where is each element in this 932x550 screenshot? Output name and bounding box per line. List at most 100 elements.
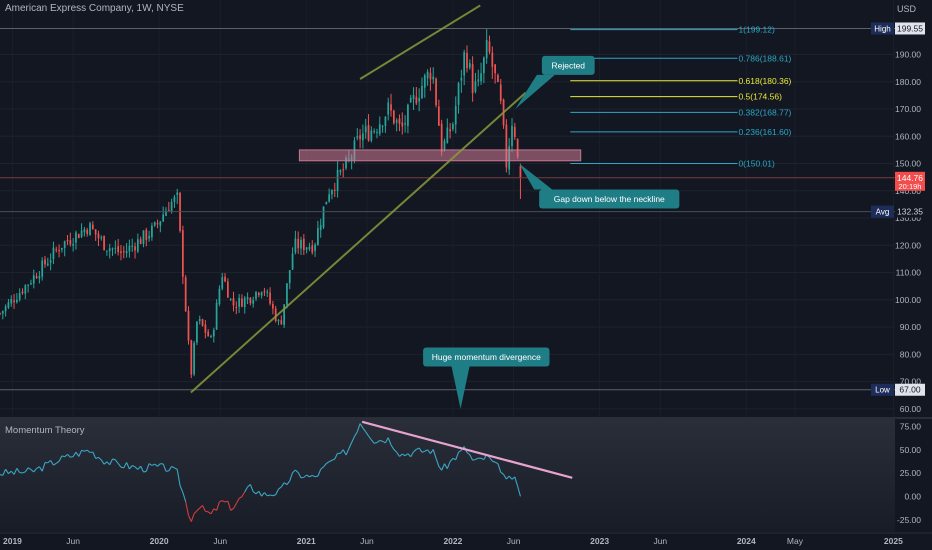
last-price-value: 144.76 xyxy=(897,173,923,183)
momentum-segment xyxy=(261,492,265,497)
momentum-segment xyxy=(511,476,516,480)
candle-body xyxy=(55,249,58,251)
candle-body xyxy=(378,124,381,134)
candle-body xyxy=(10,299,13,304)
momentum-segment xyxy=(427,449,431,454)
candle-body xyxy=(207,331,210,337)
momentum-segment xyxy=(505,475,510,480)
candle-body xyxy=(505,124,508,168)
candle-body xyxy=(485,39,488,59)
momentum-segment xyxy=(365,431,369,437)
momentum-segment xyxy=(190,513,195,522)
momentum-segment xyxy=(492,460,496,463)
callout-text: Gap down below the neckline xyxy=(554,194,665,204)
momentum-segment xyxy=(444,463,448,469)
price-axis-label: 100.00 xyxy=(895,295,921,305)
candle-body xyxy=(134,246,136,251)
candle-body xyxy=(100,237,103,239)
candle-body xyxy=(229,298,232,300)
fib-level-label: 0.5(174.56) xyxy=(738,92,782,102)
time-axis-label: Jun xyxy=(213,536,227,546)
candle-body xyxy=(288,270,291,284)
price-axis-label: 110.00 xyxy=(896,268,922,278)
candle-body xyxy=(103,236,105,251)
momentum-segment xyxy=(205,510,209,513)
candle-body xyxy=(212,329,215,337)
candle-body xyxy=(401,122,404,127)
momentum-segment xyxy=(241,491,246,497)
momentum-segment xyxy=(174,467,178,470)
candle-body xyxy=(460,77,463,81)
price-axis-label: 190.00 xyxy=(895,50,921,60)
candle-body xyxy=(260,292,263,296)
momentum-segment xyxy=(494,461,499,465)
momentum-segment xyxy=(165,470,169,472)
momentum-segment xyxy=(16,468,21,473)
candle-body xyxy=(21,291,24,294)
momentum-segment xyxy=(154,463,158,467)
momentum-segment xyxy=(247,484,251,488)
candle-body xyxy=(77,234,80,239)
momentum-segment xyxy=(196,507,201,512)
candle-body xyxy=(75,232,77,243)
candle-body xyxy=(170,201,173,212)
momentum-segment xyxy=(106,461,111,466)
candle-body xyxy=(24,285,27,294)
candle-body xyxy=(364,126,367,133)
fib-level-label: 1(199.12) xyxy=(738,25,775,35)
candle-body xyxy=(249,297,252,304)
candle-body xyxy=(187,310,190,341)
momentum-segment xyxy=(402,453,406,457)
candle-body xyxy=(362,133,364,141)
momentum-segment xyxy=(33,468,38,473)
momentum-segment xyxy=(449,458,454,462)
momentum-segment xyxy=(38,466,43,472)
momentum-segment xyxy=(5,468,9,474)
candle-body xyxy=(454,105,457,125)
momentum-segment xyxy=(446,461,451,469)
momentum-segment xyxy=(264,492,268,497)
momentum-segment xyxy=(269,494,274,497)
momentum-segment xyxy=(497,463,502,473)
candle-body xyxy=(297,238,300,249)
chart-title: American Express Company, 1W, NYSE xyxy=(5,3,184,14)
momentum-segment xyxy=(368,435,372,441)
momentum-segment xyxy=(272,494,276,497)
momentum-segment xyxy=(370,439,375,444)
momentum-segment xyxy=(131,465,136,468)
momentum-segment xyxy=(458,449,462,453)
momentum-segment xyxy=(292,469,296,474)
momentum-segment xyxy=(393,449,398,453)
candle-body xyxy=(7,302,10,308)
candle-body xyxy=(193,342,195,375)
momentum-segment xyxy=(148,463,153,466)
momentum-segment xyxy=(103,461,108,465)
candle-body xyxy=(91,224,94,229)
momentum-segment xyxy=(413,448,417,453)
momentum-segment xyxy=(64,453,68,458)
candle-body xyxy=(488,41,491,52)
candle-body xyxy=(252,300,255,304)
candle-body xyxy=(255,291,257,299)
momentum-segment xyxy=(78,450,83,457)
candle-body xyxy=(474,81,477,92)
momentum-segment xyxy=(244,486,249,493)
candle-body xyxy=(27,284,30,286)
candle-body xyxy=(457,83,460,105)
candle-body xyxy=(32,275,35,284)
fib-level-label: 0.618(180.36) xyxy=(738,76,791,86)
candle-body xyxy=(41,260,44,277)
candle-body xyxy=(80,230,83,237)
momentum-segment xyxy=(384,437,389,444)
momentum-segment xyxy=(112,458,116,461)
candle-body xyxy=(66,239,69,242)
momentum-segment xyxy=(202,505,206,512)
momentum-segment xyxy=(323,463,327,468)
price-axis-label: 180.00 xyxy=(895,77,921,87)
candle-body xyxy=(235,307,238,309)
candle-body xyxy=(404,123,406,125)
momentum-segment xyxy=(182,492,187,502)
candle-body xyxy=(184,277,187,312)
momentum-segment xyxy=(207,511,212,515)
